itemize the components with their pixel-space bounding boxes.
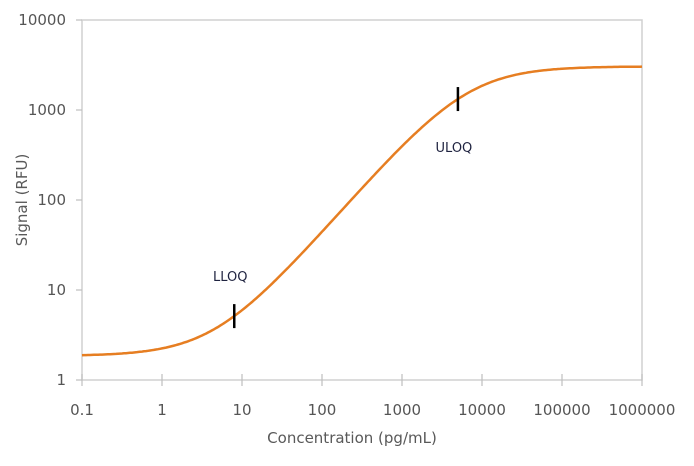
y-tick-label: 1 [56,371,66,389]
y-axis-title: Signal (RFU) [13,154,31,247]
x-tick-label: 10000 [458,401,506,419]
x-tick-label: 1000000 [609,401,676,419]
y-tick-label: 10 [47,281,66,299]
x-axis-title: Concentration (pg/mL) [267,429,437,447]
lloq-label: LLOQ [213,270,248,285]
x-tick-label: 10 [232,401,251,419]
x-tick-label: 100 [308,401,337,419]
uloq-label: ULOQ [436,141,473,156]
y-tick-label: 1000 [28,101,66,119]
y-tick-label: 100 [37,191,66,209]
plot-area-border [81,19,643,381]
standard-curve-line [81,65,643,357]
y-tick-label: 10000 [18,11,66,29]
x-tick-label: 1000 [383,401,421,419]
x-tick-label: 1 [157,401,167,419]
x-tick-label: 100000 [533,401,590,419]
x-tick-label: 0.1 [70,401,94,419]
